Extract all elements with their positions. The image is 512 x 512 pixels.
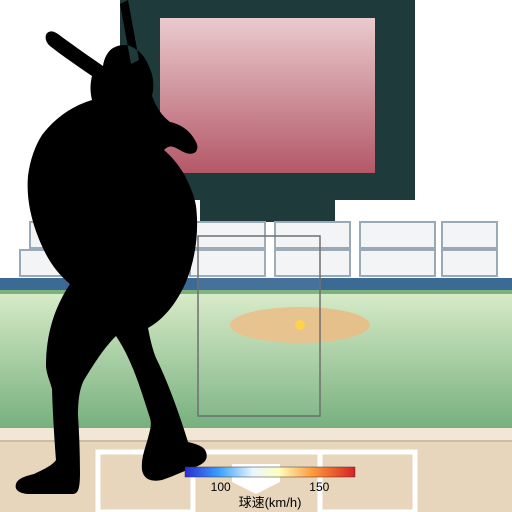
stands-upper-panel-4 <box>360 222 435 248</box>
stands-lower-panel-4 <box>360 250 435 276</box>
stands-upper-panel-5 <box>442 222 497 248</box>
legend-tick-1: 150 <box>309 480 329 494</box>
pitch-marker-0 <box>295 320 305 330</box>
legend-tick-0: 100 <box>211 480 231 494</box>
pitch-location-chart: 100 150 球速(km/h) <box>0 0 512 512</box>
speed-legend-bar <box>185 467 355 477</box>
scoreboard-support <box>200 200 335 222</box>
stands-lower-panel-5 <box>442 250 497 276</box>
legend-title: 球速(km/h) <box>239 495 302 510</box>
